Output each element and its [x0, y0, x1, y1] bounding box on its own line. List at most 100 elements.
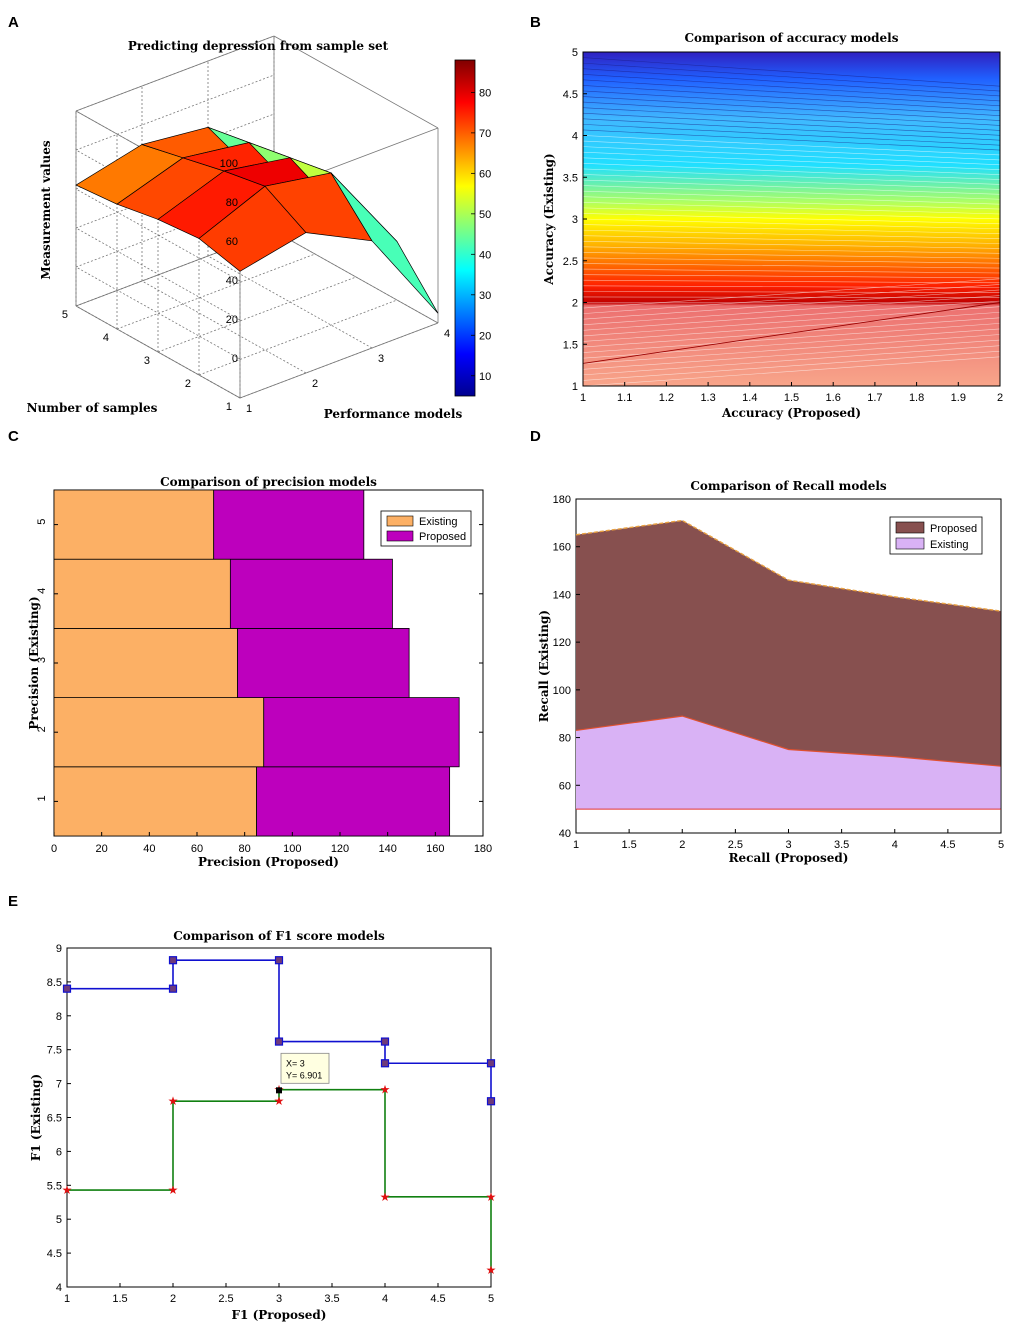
x-tick-label: 40	[143, 843, 155, 855]
x-tick-label: 1.2	[659, 392, 674, 404]
grid-line	[157, 276, 357, 353]
contour-line	[582, 213, 1001, 225]
contour-lines	[582, 57, 1001, 387]
contour-line	[582, 300, 1001, 331]
x-axis-label: F1 (Proposed)	[232, 1308, 327, 1322]
y-tick-label: 3	[144, 355, 150, 367]
y-tick-label: 6	[56, 1146, 62, 1158]
y-tick-label: 180	[553, 494, 571, 506]
contour-line	[582, 101, 1001, 126]
contour-line	[582, 252, 1001, 259]
x-tick-label: 3.5	[324, 1293, 339, 1305]
marker-square	[486, 1059, 496, 1068]
legend-label: Proposed	[419, 531, 466, 543]
surface-patch	[330, 172, 439, 314]
y-tick-label: 4	[572, 131, 578, 143]
grid-line	[198, 299, 398, 376]
chart-title: Comparison of F1 score models	[173, 929, 385, 943]
x-tick-label: 1.3	[700, 392, 715, 404]
x-tick-label: 80	[239, 843, 251, 855]
x-tick-label: 1.9	[951, 392, 966, 404]
x-tick-label: 3	[276, 1293, 282, 1305]
contour-chart: 1 1.1 1.2 1.3 1.4 1.5 1.6 1.7 1.8 1.9 2 1 1.5 2 2.5 3 3.…	[542, 31, 1003, 420]
marker-star: ★	[380, 1083, 391, 1097]
x-tick-label: 60	[191, 843, 203, 855]
contour-line	[582, 295, 1001, 326]
z-tick-label: 0	[232, 353, 238, 365]
z-tick-label: 40	[226, 275, 238, 287]
contour-line	[582, 345, 1001, 376]
contour-line	[582, 118, 1001, 141]
y-tick-label: 1.5	[563, 339, 578, 351]
datatip-x-text: X= 3	[286, 1058, 305, 1068]
axis-line	[273, 35, 439, 129]
contour-line	[582, 246, 1001, 254]
legend-swatch	[386, 515, 414, 527]
legend-label: Existing	[930, 539, 969, 551]
datatip-y-text: Y= 6.901	[286, 1070, 322, 1080]
datatip-marker	[276, 1087, 282, 1094]
grid-line	[75, 149, 241, 243]
contour-line	[582, 279, 1001, 284]
contour-line	[582, 73, 1001, 102]
axis-line	[75, 35, 275, 112]
contour-line	[582, 302, 1001, 364]
bar-existing	[53, 558, 231, 629]
chart-title: Comparison of Recall models	[690, 479, 887, 493]
y-tick-label: 8.5	[47, 977, 62, 989]
x-axis-label: Precision (Proposed)	[198, 855, 339, 869]
x-tick-label: 1	[246, 403, 252, 415]
x-tick-label: 2.5	[218, 1293, 233, 1305]
marker-square	[274, 1037, 284, 1046]
y-tick-label: 120	[553, 637, 571, 649]
y-tick-label: 4	[103, 332, 109, 344]
contour-line	[582, 129, 1001, 151]
axis-line	[75, 305, 241, 399]
legend-swatch	[895, 537, 925, 550]
contour-line	[582, 151, 1001, 171]
x-tick-label: 3	[785, 839, 791, 851]
legend-swatch	[895, 521, 925, 534]
contour-line	[582, 284, 1001, 314]
marker-square	[274, 956, 284, 965]
y-tick-label: 6.5	[47, 1113, 62, 1125]
x-tick-label: 4	[892, 839, 898, 851]
x-tick-label: 140	[378, 843, 396, 855]
contour-line	[582, 185, 1001, 200]
panel-label-e: E	[8, 893, 19, 910]
marker-star: ★	[168, 1183, 179, 1197]
contour-line	[582, 306, 1001, 337]
y-tick-label: 2	[185, 378, 191, 390]
chart-title: Comparison of precision models	[160, 475, 377, 489]
z-axis-label: Measurement values	[39, 140, 53, 280]
grid-line	[75, 188, 241, 282]
y-tick-label: 4	[36, 588, 48, 594]
marker-square	[62, 984, 72, 993]
x-tick-label: 4	[382, 1293, 388, 1305]
bar-proposed	[256, 766, 451, 837]
bar-existing	[53, 697, 265, 768]
grid-line	[75, 227, 241, 321]
chart-title: Comparison of accuracy models	[684, 31, 898, 45]
y-tick-label: 140	[553, 589, 571, 601]
y-axis-label: Number of samples	[27, 401, 158, 415]
x-tick-label: 180	[474, 843, 492, 855]
marker-square	[486, 1097, 496, 1106]
x-tick-label: 1	[573, 839, 579, 851]
marker-square	[168, 984, 178, 993]
contour-line	[582, 90, 1001, 116]
x-tick-label: 2	[170, 1293, 176, 1305]
z-tick-label: 20	[226, 314, 238, 326]
colorbar-tick-label: 30	[479, 290, 491, 302]
colorbar-tick-label: 50	[479, 209, 491, 221]
contour-line	[582, 311, 1001, 342]
axis-line	[239, 322, 439, 399]
contour-line	[582, 268, 1001, 274]
contour-line	[582, 317, 1001, 348]
contour-line	[582, 179, 1001, 195]
x-tick-label: 1.4	[742, 392, 757, 404]
y-tick-label: 1	[572, 381, 578, 393]
contour-line	[582, 112, 1001, 136]
y-tick-label: 2.5	[563, 256, 578, 268]
y-tick-label: 2	[572, 298, 578, 310]
